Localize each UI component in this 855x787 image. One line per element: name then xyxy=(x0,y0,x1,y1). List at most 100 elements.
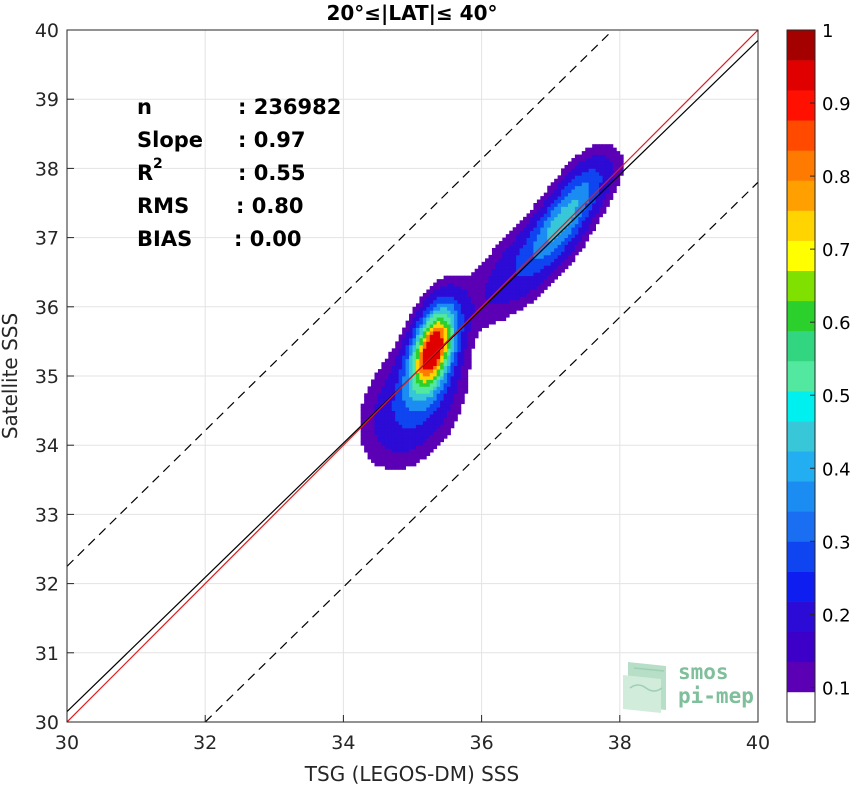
density-cell xyxy=(543,279,548,283)
density-cell xyxy=(460,393,465,398)
density-cell xyxy=(364,427,368,432)
density-cell xyxy=(443,434,448,439)
density-cell xyxy=(478,292,482,297)
density-cell xyxy=(443,344,448,349)
density-cell xyxy=(388,420,393,425)
density-cell xyxy=(412,420,417,425)
density-cell xyxy=(436,407,441,411)
density-cell xyxy=(405,382,410,387)
density-cell xyxy=(450,365,455,370)
density-cell xyxy=(429,448,434,453)
density-cell xyxy=(561,247,565,252)
density-cell xyxy=(464,386,469,391)
density-cell xyxy=(498,275,503,280)
density-cell xyxy=(367,427,372,432)
density-cell xyxy=(543,258,548,263)
density-cell xyxy=(450,344,455,349)
density-cell xyxy=(599,158,603,162)
density-cell xyxy=(543,192,548,197)
density-cell xyxy=(371,459,375,463)
density-cell xyxy=(612,164,617,169)
density-cell xyxy=(543,251,548,256)
density-cell xyxy=(364,403,368,408)
density-cell xyxy=(474,306,479,311)
density-cell xyxy=(422,379,427,384)
density-cell xyxy=(619,168,624,173)
density-cell xyxy=(433,296,438,301)
density-cell xyxy=(567,168,572,173)
density-cell xyxy=(398,341,403,346)
density-cell xyxy=(405,386,410,391)
density-cell xyxy=(602,168,607,173)
density-cell xyxy=(453,282,458,287)
density-cell xyxy=(547,254,552,259)
density-cell xyxy=(516,279,520,283)
density-cell xyxy=(547,247,552,252)
density-cell xyxy=(457,289,462,294)
density-cell xyxy=(585,216,590,221)
density-cell xyxy=(567,247,572,252)
density-cell xyxy=(485,313,489,318)
density-cell xyxy=(419,327,424,332)
density-cell xyxy=(557,234,562,238)
density-cell xyxy=(526,237,531,242)
density-cell xyxy=(364,424,368,429)
density-cell xyxy=(529,261,534,266)
density-cell xyxy=(436,431,441,436)
density-cell xyxy=(440,331,444,335)
density-cell xyxy=(360,420,365,425)
density-cell xyxy=(422,303,427,308)
density-cell xyxy=(516,234,520,238)
density-cell xyxy=(460,365,465,370)
density-cell xyxy=(377,448,382,453)
density-cell xyxy=(443,410,448,415)
density-cell xyxy=(409,448,413,453)
density-cell xyxy=(457,393,462,398)
density-cell xyxy=(440,317,444,322)
density-cell xyxy=(581,223,586,228)
density-cell xyxy=(398,376,403,380)
density-cell xyxy=(505,282,510,287)
density-cell xyxy=(602,144,607,149)
density-cell xyxy=(384,382,389,387)
density-cell xyxy=(495,299,500,304)
density-cell xyxy=(550,192,555,197)
density-cell xyxy=(502,258,507,263)
density-cell xyxy=(402,358,406,363)
density-cell xyxy=(422,351,427,356)
density-cell xyxy=(474,268,479,273)
density-cell xyxy=(502,279,507,283)
density-cell xyxy=(415,441,420,446)
density-cell xyxy=(571,227,576,232)
density-cell xyxy=(429,372,434,377)
density-cell xyxy=(599,196,603,200)
density-cell xyxy=(433,420,438,425)
density-cell xyxy=(529,234,534,238)
density-cell xyxy=(460,317,465,322)
density-cell xyxy=(554,213,558,218)
density-cell xyxy=(384,438,389,443)
density-cell xyxy=(388,382,393,387)
density-cell xyxy=(609,196,614,200)
density-cell xyxy=(543,199,548,204)
density-cell xyxy=(395,410,400,415)
density-cell xyxy=(505,265,510,270)
density-cell xyxy=(547,275,552,280)
density-cell xyxy=(505,306,510,311)
density-cell xyxy=(419,403,424,408)
density-cell xyxy=(505,310,510,315)
density-cell xyxy=(467,324,472,328)
density-cell xyxy=(564,206,569,211)
density-cell xyxy=(422,341,427,346)
density-cell xyxy=(547,244,552,249)
density-cell xyxy=(377,414,382,418)
density-cell xyxy=(505,234,510,238)
density-cell xyxy=(402,386,406,391)
density-cell xyxy=(443,296,448,301)
density-cell xyxy=(571,192,576,197)
density-cell xyxy=(453,292,458,297)
density-cell xyxy=(578,230,583,235)
density-cell xyxy=(616,154,621,159)
density-cell xyxy=(585,230,590,235)
density-cell xyxy=(402,365,406,370)
